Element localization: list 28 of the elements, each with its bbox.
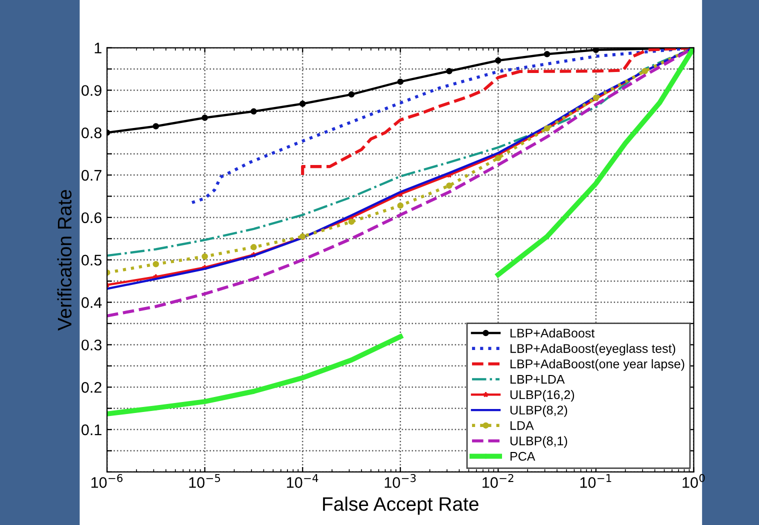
- x-axis-title: False Accept Rate: [323, 496, 478, 515]
- y-tick-label: 0.2: [82, 382, 102, 393]
- legend-label: LBP+AdaBoost(one year lapse): [510, 359, 684, 371]
- x-tick-label: 10$^{−6}$: [91, 474, 123, 488]
- y-tick-label: 0.1: [82, 424, 102, 436]
- y-tick-label: 1: [94, 42, 102, 54]
- x-tick-label: 10$^{−4}$: [287, 474, 318, 488]
- y-tick-label: 0.8: [82, 127, 102, 138]
- legend-label: LBP+LDA: [510, 375, 565, 384]
- legend-label: LBP+AdaBoost: [510, 328, 595, 338]
- x-tick-label: 10$^{−3}$: [384, 474, 416, 488]
- x-tick-label: 10$^{−2}$: [482, 474, 514, 488]
- legend-label: ULBP(8,1): [510, 436, 568, 448]
- y-axis-title: Verification Rate: [57, 190, 72, 331]
- legend-label: PCA: [510, 452, 536, 461]
- y-tick-label: 0.4: [82, 297, 102, 308]
- legend-label: LDA: [510, 421, 534, 430]
- legend-label: ULBP(8,2): [510, 405, 568, 418]
- legend-label: ULBP(16,2): [510, 390, 574, 402]
- y-tick-label: 0.5: [82, 254, 102, 266]
- x-tick-label: 10$^{−5}$: [189, 474, 220, 488]
- y-tick-label: 0.3: [82, 340, 102, 350]
- y-tick-label: 0.9: [82, 85, 102, 96]
- y-tick-label: 0.7: [82, 170, 102, 181]
- legend-label: LBP+AdaBoost(eyeglass test): [510, 344, 676, 356]
- x-tick-label: 10$^{0}$: [682, 474, 705, 488]
- y-tick-label: 0.6: [82, 212, 102, 224]
- x-tick-label: 10$^{−1}$: [580, 474, 612, 488]
